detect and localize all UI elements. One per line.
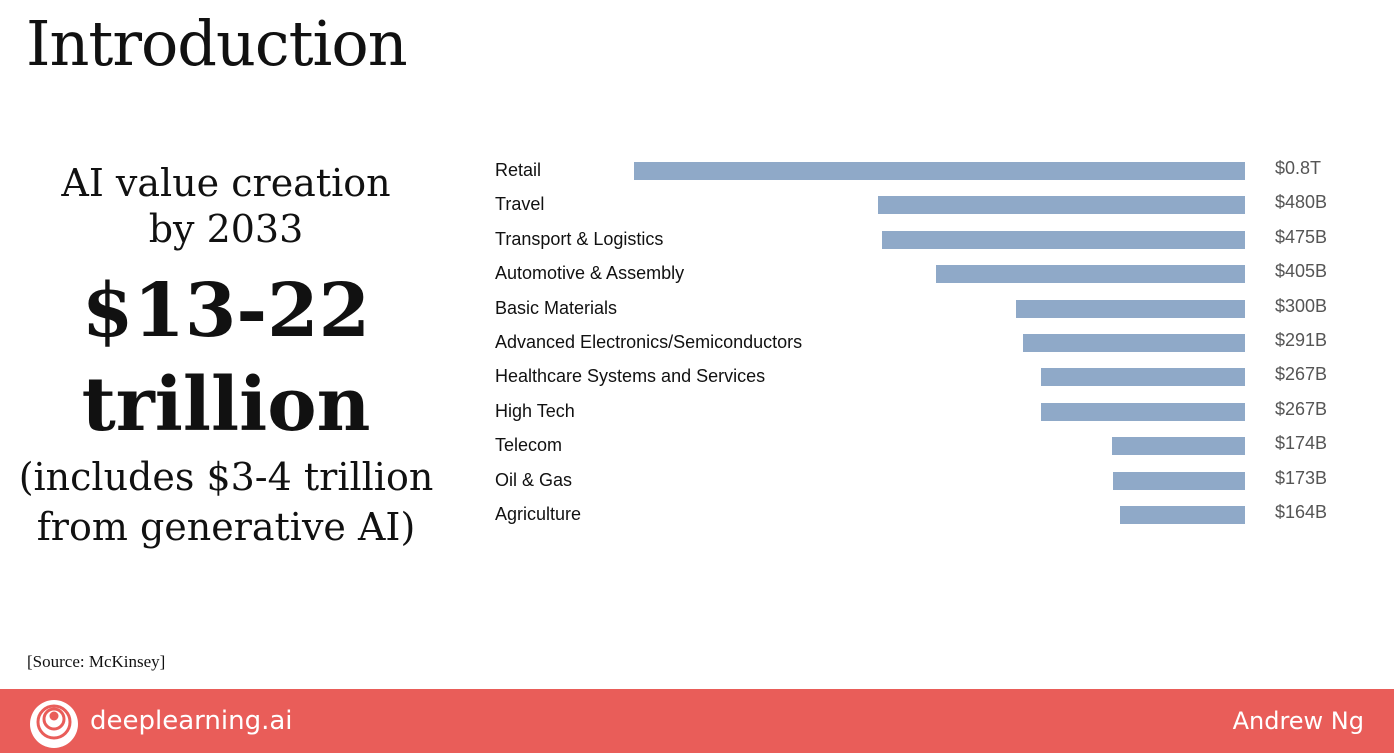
value-bar [1112, 437, 1245, 456]
author-name: Andrew Ng [1232, 707, 1364, 735]
value-label: $405B [1275, 261, 1328, 282]
category-label: Healthcare Systems and Services [495, 366, 766, 387]
deeplearning-logo-icon [30, 700, 78, 748]
category-label: High Tech [495, 400, 575, 421]
value-bar [878, 196, 1245, 215]
category-label: Advanced Electronics/Semiconductors [495, 332, 803, 352]
value-summary: AI value creation by 2033 $13-22 trillio… [12, 160, 440, 552]
slide-title: Introduction [26, 7, 408, 80]
value-label: $174B [1275, 433, 1328, 454]
source-citation: [Source: McKinsey] [27, 652, 166, 671]
value-bar [1041, 368, 1245, 387]
value-bar [882, 230, 1245, 249]
value-bar [1112, 471, 1245, 490]
category-label: Telecom [495, 435, 563, 456]
value-label: $267B [1275, 398, 1328, 419]
value-bar [1015, 299, 1245, 318]
value-bar [1022, 334, 1245, 352]
brand-name: deeplearning.ai [90, 706, 293, 736]
footer-bar: deeplearning.ai Andrew Ng [0, 689, 1394, 753]
value-bar [634, 162, 1245, 180]
value-label: $164B [1275, 502, 1328, 522]
category-label: Transport & Logistics [495, 228, 664, 249]
value-label: $0.8T [1275, 158, 1322, 178]
summary-note-line-2: from generative AI) [36, 505, 416, 549]
summary-note-line-1: (includes $3-4 trillion [18, 455, 434, 499]
headline-value-line-2: trillion [81, 362, 371, 448]
category-label: Agriculture [495, 504, 582, 524]
category-label: Automotive & Assembly [495, 263, 685, 284]
value-label: $267B [1275, 364, 1328, 385]
summary-subtitle-line-2: by 2033 [148, 207, 304, 251]
category-label: Basic Materials [495, 297, 618, 318]
value-label: $300B [1275, 295, 1328, 316]
value-label: $475B [1275, 226, 1328, 247]
category-label: Travel [495, 194, 545, 215]
category-label: Oil & Gas [495, 469, 573, 490]
value-label: $480B [1275, 192, 1328, 213]
headline-value-line-1: $13-22 [81, 268, 371, 354]
value-label: $173B [1275, 467, 1328, 488]
value-bar [1119, 506, 1245, 524]
value-label: $291B [1275, 330, 1328, 350]
value-bar [1041, 402, 1245, 421]
category-label: Retail [495, 160, 542, 180]
summary-subtitle-line-1: AI value creation [61, 161, 391, 205]
value-bar [935, 265, 1245, 284]
